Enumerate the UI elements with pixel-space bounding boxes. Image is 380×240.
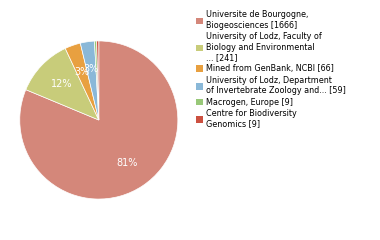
Wedge shape [65,43,99,120]
Legend: Universite de Bourgogne,
Biogeosciences [1666], University of Lodz, Faculty of
B: Universite de Bourgogne, Biogeosciences … [194,9,348,130]
Wedge shape [20,41,178,199]
Wedge shape [26,48,99,120]
Text: 3%: 3% [84,64,99,74]
Wedge shape [95,41,99,120]
Text: 81%: 81% [117,158,138,168]
Text: 3%: 3% [74,66,89,77]
Text: 12%: 12% [51,79,73,90]
Wedge shape [97,41,99,120]
Wedge shape [80,41,99,120]
